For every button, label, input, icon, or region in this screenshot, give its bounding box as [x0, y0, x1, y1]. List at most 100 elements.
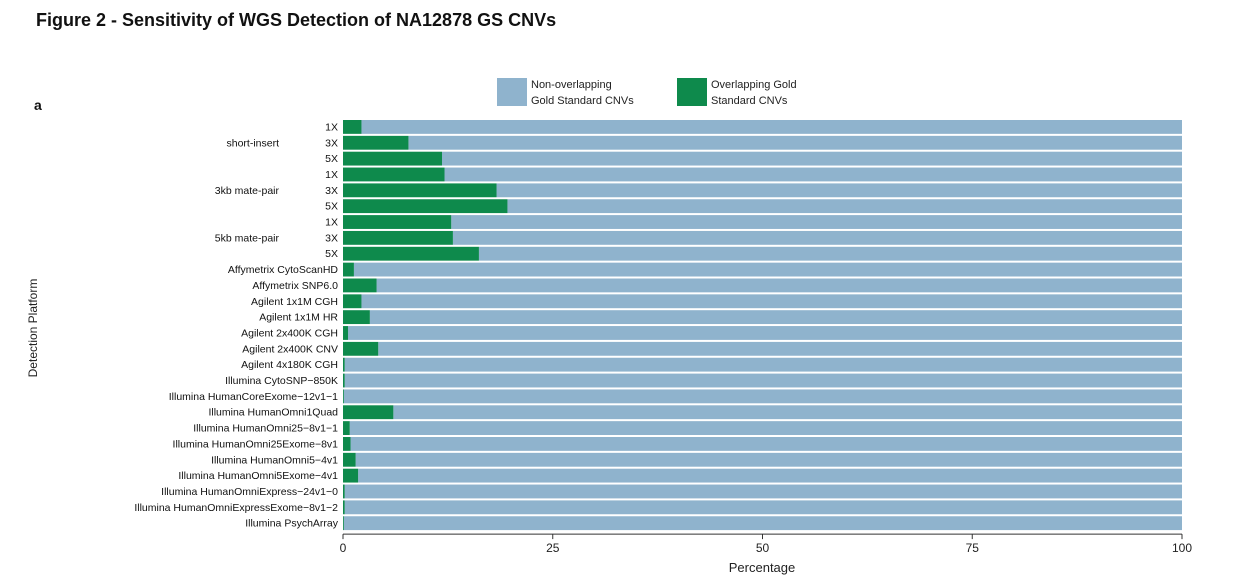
y-tick-label-3: 5X [325, 153, 338, 165]
bar-non-overlapping-3 [442, 151, 1182, 166]
bar-overlapping-22 [343, 452, 356, 467]
bar-non-overlapping-16 [344, 357, 1183, 372]
group-labels: short-insert 3kb mate-pair 5kb mate-pair [215, 137, 280, 244]
y-tick-label-10: Affymetrix CytoScanHD [228, 264, 339, 276]
x-tick-label-75: 75 [966, 541, 980, 555]
bar-overlapping-8 [343, 230, 453, 245]
y-tick-label-13: Agilent 1x1M HR [259, 312, 338, 324]
bar-overlapping-21 [343, 437, 351, 451]
bar-overlapping-10 [343, 262, 354, 277]
bar-overlapping-14 [343, 326, 349, 340]
bar-non-overlapping-23 [358, 468, 1182, 483]
y-tick-label-2: 3X [325, 137, 338, 149]
bar-non-overlapping-15 [378, 341, 1182, 356]
bar-non-overlapping-26 [343, 516, 1182, 531]
bar-non-overlapping-17 [344, 373, 1183, 388]
bar-overlapping-7 [343, 215, 452, 229]
bar-non-overlapping-24 [344, 484, 1183, 499]
y-tick-label-22: Illumina HumanOmni5−4v1 [211, 454, 338, 466]
bar-overlapping-18 [343, 389, 344, 404]
x-tick-label-100: 100 [1172, 541, 1192, 555]
panel-label: a [34, 97, 42, 113]
group-label-3kb-mate-pair: 3kb mate-pair [215, 185, 280, 197]
y-tick-label-19: Illumina HumanOmni1Quad [208, 407, 338, 419]
bar-non-overlapping-8 [452, 230, 1182, 245]
y-tick-label-7: 1X [325, 217, 338, 229]
bar-overlapping-17 [343, 373, 345, 388]
bar-overlapping-23 [343, 468, 359, 483]
bar-overlapping-11 [343, 278, 377, 293]
y-tick-label-15: Agilent 2x400K CNV [242, 343, 338, 355]
legend-label-overlapping-line2: Standard CNVs [711, 95, 788, 107]
legend-label-non-overlapping: Non-overlapping Gold Standard CNVs [531, 77, 634, 109]
bar-overlapping-24 [343, 484, 345, 499]
y-tick-label-1: 1X [325, 121, 338, 133]
y-tick-label-9: 5X [325, 248, 338, 260]
bar-overlapping-13 [343, 310, 370, 325]
y-tick-label-8: 3X [325, 232, 338, 244]
figure-title: Figure 2 - Sensitivity of WGS Detection … [36, 10, 557, 30]
y-tick-label-14: Agilent 2x400K CGH [241, 327, 338, 339]
bar-overlapping-5 [343, 183, 497, 198]
y-tick-label-12: Agilent 1x1M CGH [251, 296, 338, 308]
x-tick-label-0: 0 [340, 541, 347, 555]
bar-overlapping-6 [343, 199, 508, 214]
bar-non-overlapping-1 [361, 120, 1182, 134]
bar-overlapping-26 [343, 516, 344, 531]
bar-non-overlapping-18 [343, 389, 1182, 404]
bar-non-overlapping-20 [349, 421, 1182, 435]
y-tick-label-25: Illumina HumanOmniExpressExome−8v1−2 [134, 502, 338, 514]
y-tick-label-18: Illumina HumanCoreExome−12v1−1 [169, 391, 338, 403]
legend-swatch-non-overlapping [497, 78, 527, 106]
group-label-short-insert: short-insert [226, 137, 279, 149]
bar-non-overlapping-11 [376, 278, 1182, 293]
bar-overlapping-2 [343, 135, 409, 150]
legend-label-overlapping: Overlapping Gold Standard CNVs [711, 77, 797, 109]
bar-overlapping-1 [343, 120, 362, 134]
legend-label-non-overlapping-line2: Gold Standard CNVs [531, 95, 634, 107]
x-tick-label-25: 25 [546, 541, 560, 555]
x-tick-label-50: 50 [756, 541, 770, 555]
bar-overlapping-12 [343, 294, 362, 309]
y-tick-label-23: Illumina HumanOmni5Exome−4v1 [178, 470, 338, 482]
y-tick-label-26: Illumina PsychArray [245, 518, 339, 530]
legend-label-non-overlapping-line1: Non-overlapping [531, 79, 612, 91]
bar-non-overlapping-13 [369, 310, 1182, 325]
y-tick-label-6: 5X [325, 201, 338, 213]
bar-non-overlapping-12 [361, 294, 1182, 309]
y-tick-label-16: Agilent 4x180K CGH [241, 359, 338, 371]
bar-non-overlapping-21 [350, 437, 1182, 451]
bar-overlapping-9 [343, 246, 479, 261]
y-tick-labels: 1X 3X 5X 1X 3X 5X 1X 3X 5X Affymetrix CytoScanHD A… [134, 121, 338, 529]
bar-non-overlapping-14 [348, 326, 1182, 340]
y-tick-label-24: Illumina HumanOmniExpress−24v1−0 [161, 486, 338, 498]
y-tick-label-17: Illumina CytoSNP−850K [225, 375, 338, 387]
x-axis-label: Percentage [729, 560, 796, 575]
bar-non-overlapping-19 [393, 405, 1183, 420]
bar-overlapping-4 [343, 167, 445, 182]
legend-label-overlapping-line1: Overlapping Gold [711, 79, 797, 91]
group-label-5kb-mate-pair: 5kb mate-pair [215, 232, 280, 244]
bar-overlapping-25 [343, 500, 345, 515]
bar-non-overlapping-25 [344, 500, 1183, 515]
bar-non-overlapping-22 [355, 452, 1183, 467]
bar-non-overlapping-6 [507, 199, 1183, 214]
bar-overlapping-19 [343, 405, 394, 420]
y-tick-label-20: Illumina HumanOmni25−8v1−1 [193, 423, 338, 435]
bar-overlapping-15 [343, 341, 379, 356]
y-tick-label-21: Illumina HumanOmni25Exome−8v1 [173, 438, 339, 450]
legend-swatch-overlapping [677, 78, 707, 106]
y-tick-label-11: Affymetrix SNP6.0 [252, 280, 338, 292]
bar-overlapping-20 [343, 421, 350, 435]
bar-non-overlapping-9 [478, 246, 1183, 261]
bar-non-overlapping-10 [353, 262, 1183, 277]
bar-non-overlapping-5 [496, 183, 1182, 198]
bar-non-overlapping-2 [408, 135, 1182, 150]
y-axis-label: Detection Platform [26, 279, 40, 378]
x-axis: 0 25 50 75 100 [340, 533, 1192, 555]
bar-overlapping-16 [343, 357, 345, 372]
bar-overlapping-3 [343, 151, 443, 166]
y-tick-label-4: 1X [325, 169, 338, 181]
